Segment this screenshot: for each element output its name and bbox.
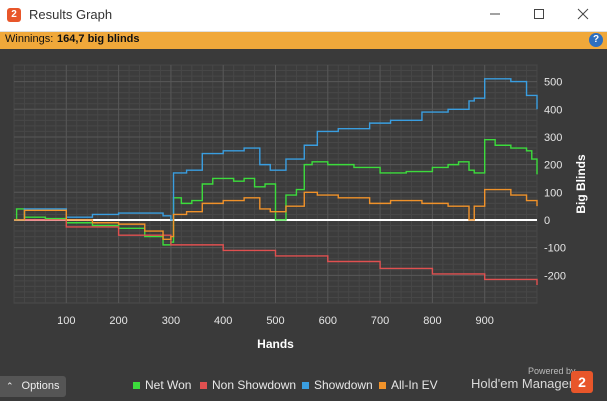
results-chart-svg: 100 200 300 400 500 600 700 800 900 -200 -100 0 100 2… xyxy=(13,64,588,351)
x-tick-label: 600 xyxy=(319,315,337,327)
y-tick-label: -100 xyxy=(544,243,566,255)
powered-by-text: Powered by xyxy=(528,366,576,376)
minimize-icon xyxy=(490,13,500,15)
legend-label: Non Showdown xyxy=(212,378,297,392)
y-tick-label: 400 xyxy=(544,104,562,116)
legend-item-showdown: Showdown xyxy=(302,378,373,392)
x-tick-label: 500 xyxy=(266,315,284,327)
winnings-value: 164,7 big blinds xyxy=(57,33,140,45)
x-tick-label: 800 xyxy=(423,315,441,327)
help-icon[interactable]: ? xyxy=(589,33,603,47)
holdem-manager-logo: 2 xyxy=(571,371,593,393)
legend-item-net-won: Net Won xyxy=(133,378,191,392)
y-tick-label: 300 xyxy=(544,132,562,144)
x-tick-label: 300 xyxy=(162,315,180,327)
winnings-label: Winnings: xyxy=(5,33,54,45)
legend-swatch xyxy=(302,382,309,390)
chevron-up-icon: ⌃ xyxy=(6,381,14,391)
close-button[interactable] xyxy=(561,0,605,31)
x-axis-title: Hands xyxy=(257,337,294,351)
y-tick-label: 100 xyxy=(544,187,562,199)
x-tick-label: 200 xyxy=(109,315,127,327)
title-bar: 2 Results Graph xyxy=(0,0,607,32)
legend-swatch xyxy=(133,382,140,390)
x-tick-label: 100 xyxy=(57,315,75,327)
minimize-button[interactable] xyxy=(473,0,517,31)
options-label: Options xyxy=(21,380,60,392)
winnings-bar: Winnings: 164,7 big blinds xyxy=(0,32,607,49)
legend-item-non-showdown: Non Showdown xyxy=(200,378,296,392)
window-title: Results Graph xyxy=(29,7,113,22)
legend-swatch xyxy=(200,382,207,390)
series-line-net-won xyxy=(14,139,538,246)
legend-item-all-in-ev: All-In EV xyxy=(379,378,438,392)
y-tick-label: 0 xyxy=(544,215,550,227)
legend-label: Net Won xyxy=(145,378,192,392)
y-axis-title: Big Blinds xyxy=(574,154,588,214)
y-tick-label: -200 xyxy=(544,270,566,282)
legend-swatch xyxy=(379,382,386,390)
maximize-button[interactable] xyxy=(517,0,561,31)
series-line-all-in-ev xyxy=(14,188,538,241)
y-tick-label: 200 xyxy=(544,160,562,172)
brand-name: Hold'em Manager xyxy=(471,376,574,391)
series-line-showdown xyxy=(14,78,538,221)
x-tick-label: 400 xyxy=(214,315,232,327)
options-button[interactable]: ⌃ Options xyxy=(0,376,66,397)
series-line-non-showdown xyxy=(14,219,538,286)
results-chart: 100 200 300 400 500 600 700 800 900 -200 -100 0 100 2… xyxy=(0,50,607,360)
holdem-manager-app-icon: 2 xyxy=(7,8,21,22)
x-tick-label: 700 xyxy=(371,315,389,327)
legend-label: Showdown xyxy=(314,378,373,392)
maximize-icon xyxy=(534,9,544,19)
y-tick-label: 500 xyxy=(544,77,562,89)
x-tick-label: 900 xyxy=(476,315,494,327)
legend-label: All-In EV xyxy=(391,378,438,392)
close-icon xyxy=(577,8,589,20)
